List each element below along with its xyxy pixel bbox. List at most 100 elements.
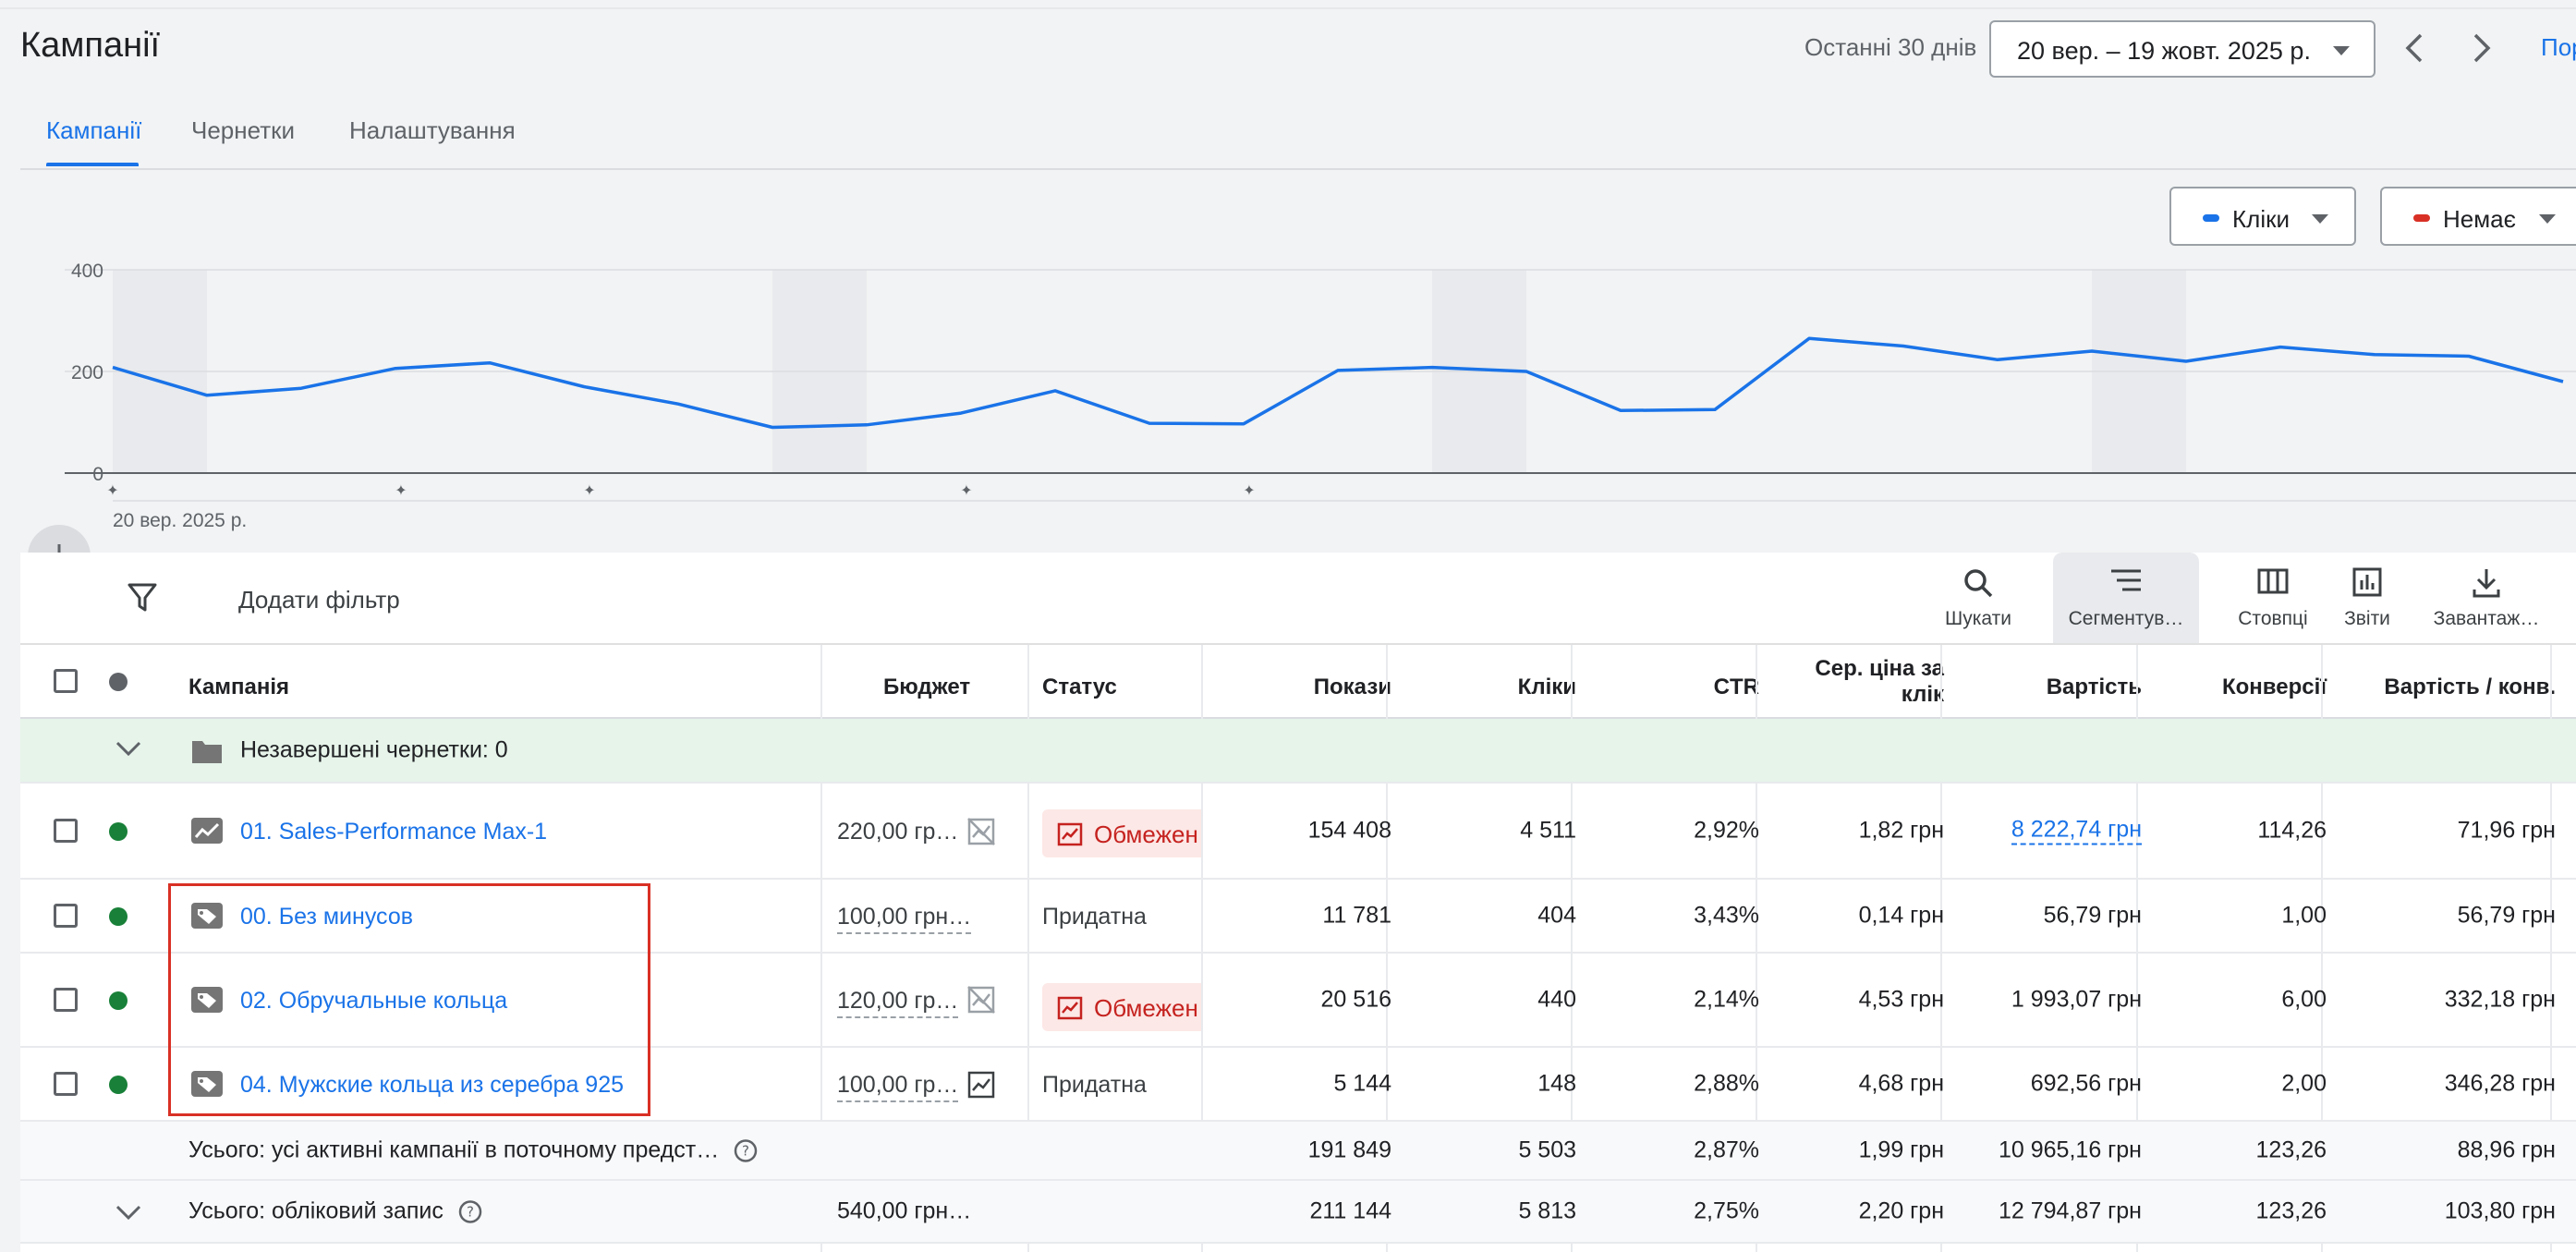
cost-per-conversion-cell: 88,96 грн bbox=[2341, 1122, 2570, 1179]
reports-button[interactable]: Звіти bbox=[2330, 553, 2404, 643]
budget-chart-icon[interactable] bbox=[966, 1070, 996, 1100]
date-range-picker[interactable]: 20 вер. – 19 жовт. 2025 р. bbox=[1989, 20, 2376, 78]
clicks-cell: 148 bbox=[1406, 1048, 1591, 1120]
row-checkbox[interactable] bbox=[54, 819, 78, 843]
avg-cpc-cell: 1,99 грн bbox=[1774, 1122, 1959, 1179]
previous-period-button[interactable] bbox=[2404, 31, 2424, 65]
reports-icon bbox=[2352, 567, 2382, 597]
budget-value[interactable]: 220,00 гр… bbox=[837, 819, 958, 847]
download-button[interactable]: Завантаж… bbox=[2426, 553, 2546, 643]
chevron-right-icon bbox=[2472, 31, 2492, 65]
impressions-cell: 211 144 bbox=[1221, 1181, 1406, 1242]
add-filter-button[interactable]: Додати фільтр bbox=[238, 586, 400, 614]
status-enabled-dot[interactable] bbox=[109, 907, 128, 926]
budget-value[interactable]: 120,00 гр… bbox=[837, 988, 958, 1018]
compare-link[interactable]: Пор bbox=[2541, 33, 2576, 62]
totals-row-account[interactable]: Усього: обліковий запис? 540,00 грн… 211… bbox=[20, 1181, 2576, 1244]
header-cost-per-conversion[interactable]: Вартість / конв. bbox=[2341, 645, 2570, 719]
status-enabled-dot[interactable] bbox=[109, 991, 128, 1010]
tab-campaigns[interactable]: Кампанії bbox=[46, 116, 141, 145]
chevron-down-icon[interactable] bbox=[115, 1203, 142, 1222]
row-checkbox[interactable] bbox=[54, 904, 78, 928]
header-campaign[interactable]: Кампанія bbox=[188, 645, 835, 719]
metric-label: Немає bbox=[2443, 205, 2516, 233]
status-eligible: Придатна bbox=[1042, 1072, 1147, 1099]
metric-selector-secondary[interactable]: Немає bbox=[2380, 187, 2576, 246]
tab-settings[interactable]: Налаштування bbox=[349, 116, 516, 145]
page-title: Кампанії bbox=[20, 26, 160, 66]
conversions-cell: 114,26 bbox=[2157, 784, 2341, 878]
header-clicks[interactable]: Кліки bbox=[1406, 645, 1591, 719]
header-avg-cpc[interactable]: Сер. ціна за клік bbox=[1774, 645, 1959, 719]
header-cost[interactable]: Вартість bbox=[1959, 645, 2157, 719]
segment-label: Сегментув… bbox=[2053, 608, 2199, 630]
header-budget[interactable]: Бюджет bbox=[822, 645, 1044, 719]
columns-button[interactable]: Стовпці bbox=[2223, 553, 2323, 643]
avg-cpc-cell: 4,68 грн bbox=[1774, 1048, 1959, 1120]
row-checkbox[interactable] bbox=[54, 1072, 78, 1096]
segment-button[interactable]: Сегментув… bbox=[2053, 553, 2199, 643]
caret-down-icon bbox=[2333, 46, 2350, 55]
tabs-divider bbox=[20, 168, 2576, 170]
select-all-checkbox[interactable] bbox=[54, 669, 78, 693]
table-row[interactable]: 01. Sales-Performance Max-1 220,00 гр… О… bbox=[20, 784, 2576, 880]
impressions-cell: 191 849 bbox=[1221, 1122, 1406, 1179]
header-ctr[interactable]: CTR bbox=[1591, 645, 1774, 719]
cost-cell[interactable]: 8 222,74 грн bbox=[1959, 784, 2157, 878]
impressions-cell: 20 516 bbox=[1221, 954, 1406, 1046]
ctr-cell: 2,92% bbox=[1591, 784, 1774, 878]
y-tick-label: 400 bbox=[71, 261, 103, 282]
search-icon bbox=[1962, 567, 1994, 599]
impressions-cell: 5 144 bbox=[1221, 1048, 1406, 1120]
impressions-cell: 11 781 bbox=[1221, 880, 1406, 952]
header-impressions[interactable]: Покази bbox=[1221, 645, 1406, 719]
status-filter-dot[interactable] bbox=[109, 673, 128, 691]
search-button[interactable]: Шукати bbox=[1927, 553, 2029, 643]
avg-cpc-cell: 1,82 грн bbox=[1774, 784, 1959, 878]
campaign-link[interactable]: 01. Sales-Performance Max-1 bbox=[240, 819, 547, 845]
y-tick-label: 200 bbox=[71, 362, 103, 383]
cost-cell: 56,79 грн bbox=[1959, 880, 2157, 952]
download-icon bbox=[2472, 567, 2501, 599]
segment-icon bbox=[2109, 567, 2143, 595]
caret-down-icon bbox=[2312, 214, 2328, 224]
totals-row-active: Усього: усі активні кампанії в поточному… bbox=[20, 1122, 2576, 1181]
clicks-cell: 440 bbox=[1406, 954, 1591, 1046]
status-enabled-dot[interactable] bbox=[109, 1076, 128, 1094]
chevron-down-icon[interactable] bbox=[115, 739, 142, 758]
budget-chart-disabled-icon[interactable] bbox=[966, 985, 996, 1015]
highlight-annotation-box bbox=[168, 883, 650, 1116]
status-enabled-dot[interactable] bbox=[109, 822, 128, 841]
budget-value[interactable]: 100,00 гр… bbox=[837, 1072, 958, 1102]
row-checkbox[interactable] bbox=[54, 988, 78, 1012]
change-history-marker: ✦ bbox=[106, 481, 118, 499]
tab-drafts[interactable]: Чернетки bbox=[191, 116, 295, 145]
status-limited-badge[interactable]: Обмежен bbox=[1042, 983, 1201, 1031]
filter-icon[interactable] bbox=[128, 582, 157, 614]
budget-chart-disabled-icon[interactable] bbox=[966, 817, 996, 846]
metric-label: Кліки bbox=[2232, 205, 2290, 233]
help-icon[interactable]: ? bbox=[734, 1139, 758, 1163]
limited-chart-icon bbox=[1057, 996, 1083, 1020]
download-label: Завантаж… bbox=[2426, 608, 2546, 630]
conversions-cell: 123,26 bbox=[2157, 1122, 2341, 1179]
metric-color-swatch bbox=[2203, 214, 2219, 222]
line-chart: 4002000✦✦✦✦✦ bbox=[0, 249, 2576, 545]
performance-chart: 4002000✦✦✦✦✦ bbox=[0, 249, 2576, 554]
next-period-button[interactable] bbox=[2472, 31, 2492, 65]
conversions-cell: 6,00 bbox=[2157, 954, 2341, 1046]
change-history-marker: ✦ bbox=[395, 481, 407, 499]
header-conversions[interactable]: Конверсії bbox=[2157, 645, 2341, 719]
budget-value[interactable]: 100,00 грн… bbox=[837, 904, 971, 934]
date-range-label: Останні 30 днів bbox=[1804, 33, 1976, 62]
status-limited-badge[interactable]: Обмежен bbox=[1042, 809, 1201, 857]
cost-per-conversion-cell: 56,79 грн bbox=[2341, 880, 2570, 952]
drafts-group-row[interactable]: Незавершені чернетки: 0 bbox=[20, 719, 2576, 784]
conversions-cell: 1,00 bbox=[2157, 880, 2341, 952]
svg-text:?: ? bbox=[467, 1204, 474, 1221]
metric-selector-primary[interactable]: Кліки bbox=[2169, 187, 2356, 246]
help-icon[interactable]: ? bbox=[458, 1200, 482, 1224]
cost-per-conversion-cell: 71,96 грн bbox=[2341, 784, 2570, 878]
header-status[interactable]: Статус bbox=[1042, 645, 1209, 719]
folder-icon bbox=[190, 737, 224, 765]
